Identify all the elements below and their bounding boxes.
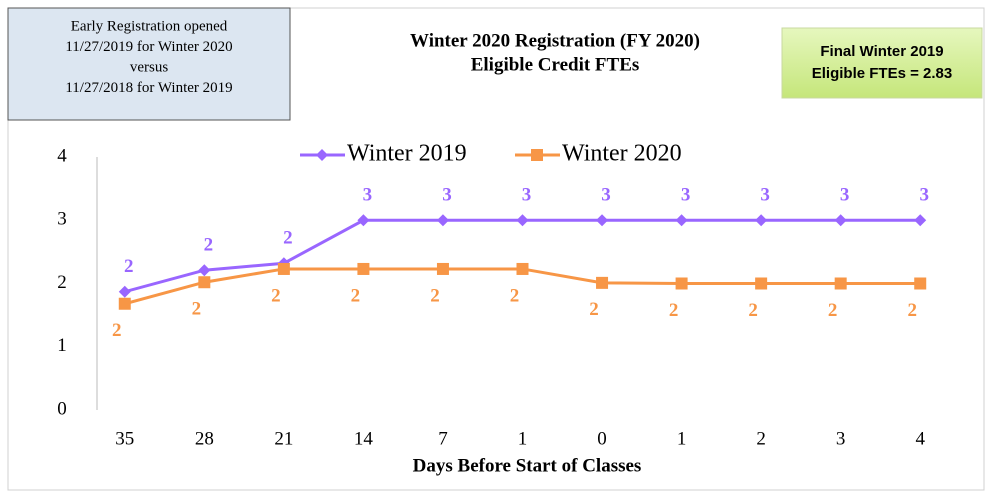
data-label: 2: [430, 285, 440, 306]
marker: [755, 277, 768, 290]
data-label: 3: [760, 185, 770, 206]
data-label: 2: [510, 285, 520, 306]
legend-marker: [316, 149, 328, 161]
x-tick-label: 0: [597, 428, 607, 449]
marker: [596, 276, 609, 289]
marker: [834, 214, 847, 227]
marker: [436, 214, 449, 227]
data-label: 3: [601, 185, 611, 206]
legend-marker: [531, 149, 543, 161]
y-tick-label: 0: [57, 398, 67, 419]
marker: [357, 214, 370, 227]
data-label: 2: [283, 228, 293, 249]
x-tick-label: 1: [677, 428, 687, 449]
x-tick-label: 1: [518, 428, 528, 449]
data-label: 3: [840, 185, 850, 206]
legend-label: Winter 2020: [562, 141, 682, 167]
x-tick-label: 14: [354, 428, 374, 449]
series-line: [124, 218, 921, 294]
marker: [118, 285, 131, 298]
x-tick-label: 2: [756, 428, 766, 449]
data-label: 2: [828, 300, 838, 321]
x-tick-label: 3: [836, 428, 846, 449]
marker: [357, 262, 370, 275]
marker: [198, 264, 211, 277]
y-tick-label: 3: [57, 209, 67, 230]
marker: [675, 277, 688, 290]
chart-title: Winter 2020 Registration (FY 2020): [410, 30, 700, 51]
x-tick-label: 4: [915, 428, 925, 449]
x-tick-label: 21: [274, 428, 293, 449]
marker: [675, 214, 688, 227]
chart-frame: [7, 7, 985, 491]
marker: [436, 262, 449, 275]
marker: [516, 214, 529, 227]
marker: [118, 297, 131, 310]
y-tick-label: 2: [57, 272, 67, 293]
marker: [834, 277, 847, 290]
x-tick-label: 7: [438, 428, 448, 449]
x-tick-label: 28: [195, 428, 214, 449]
y-tick-label: 4: [57, 145, 67, 166]
y-tick-label: 1: [57, 335, 67, 356]
marker: [198, 276, 211, 289]
data-label: 3: [522, 185, 532, 206]
marker: [914, 277, 927, 290]
data-label: 2: [748, 300, 758, 321]
marker: [596, 214, 609, 227]
note-text: 11/27/2019 for Winter 2020: [65, 39, 232, 55]
data-label: 2: [907, 300, 917, 321]
note-text: versus: [130, 59, 168, 75]
note-box: [7, 7, 291, 121]
x-axis-label: Days Before Start of Classes: [413, 455, 642, 476]
marker: [914, 214, 927, 227]
note-text: Early Registration opened: [71, 18, 228, 34]
note-box: [781, 27, 983, 99]
data-label: 3: [442, 185, 452, 206]
note-text: Eligible FTEs = 2.83: [812, 65, 952, 82]
data-label: 2: [204, 235, 214, 256]
data-label: 2: [351, 285, 361, 306]
marker: [755, 214, 768, 227]
marker: [516, 262, 529, 275]
marker: [277, 262, 290, 275]
data-label: 2: [124, 256, 134, 277]
x-tick-label: 35: [115, 428, 134, 449]
legend-label: Winter 2019: [347, 141, 467, 167]
data-label: 2: [271, 285, 281, 306]
data-label: 2: [112, 320, 122, 341]
data-label: 3: [681, 185, 691, 206]
data-label: 3: [363, 185, 373, 206]
note-text: Final Winter 2019: [820, 43, 943, 60]
data-label: 2: [669, 300, 679, 321]
note-text: 11/27/2018 for Winter 2019: [65, 80, 232, 96]
data-label: 2: [192, 299, 202, 320]
chart-subtitle: Eligible Credit FTEs: [471, 54, 640, 75]
data-label: 2: [589, 299, 599, 320]
data-label: 3: [919, 185, 929, 206]
